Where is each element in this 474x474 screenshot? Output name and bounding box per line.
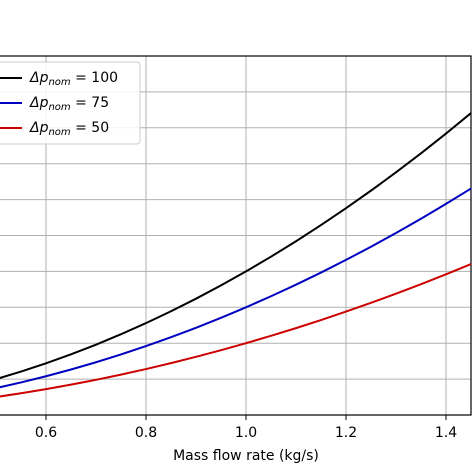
legend-box <box>0 61 141 145</box>
line-series <box>0 112 472 379</box>
legend: Δpnom = 100 Δpnom = 75 Δpnom = 50 <box>0 61 141 145</box>
plot-frame <box>0 55 472 416</box>
x-tick-label: 0.6 <box>35 425 57 441</box>
x-axis-label: Mass flow rate (kg/s) <box>173 448 319 464</box>
legend-label: Δpnom = 100 <box>29 70 118 88</box>
x-tick-label: 1.4 <box>435 425 457 441</box>
legend-label: Δpnom = 50 <box>29 120 109 138</box>
x-tick-label: 1.0 <box>235 425 257 441</box>
legend-label: Δpnom = 75 <box>29 95 109 113</box>
x-tick-label: 0.8 <box>135 425 157 441</box>
line-series <box>0 263 472 398</box>
x-tick-label: 1.2 <box>335 425 357 441</box>
line-series <box>0 187 472 389</box>
